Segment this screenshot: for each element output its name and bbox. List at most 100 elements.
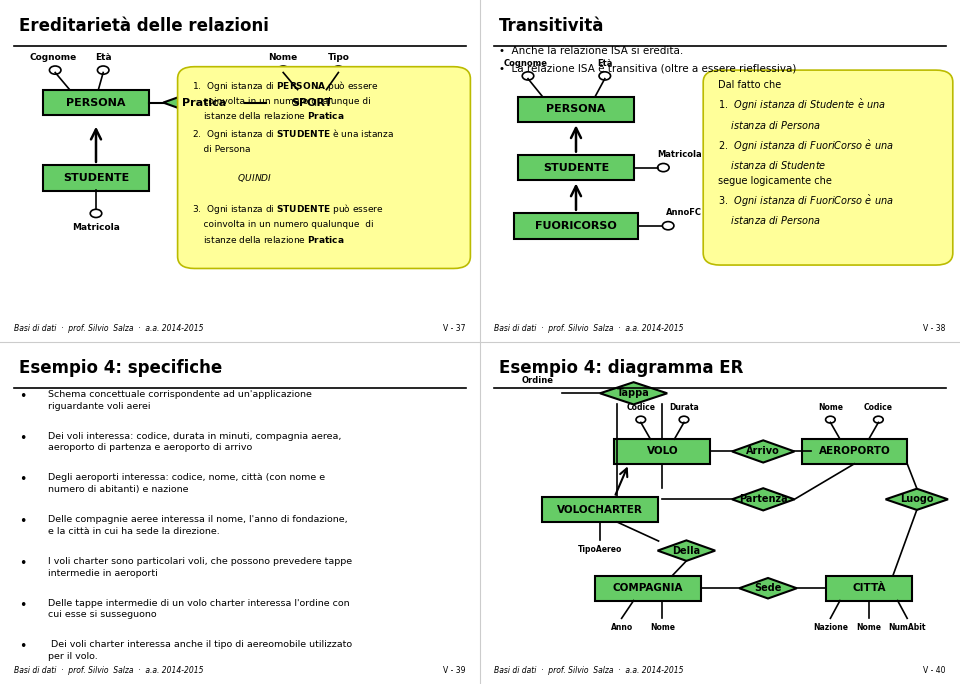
- FancyBboxPatch shape: [802, 439, 907, 464]
- Text: Matricola: Matricola: [657, 150, 702, 159]
- Text: Della: Della: [672, 546, 701, 555]
- Text: Durata: Durata: [669, 403, 699, 412]
- Text: Matricola: Matricola: [72, 223, 120, 232]
- Text: Degli aeroporti interessa: codice, nome, città (con nome e
numero di abitanti) e: Degli aeroporti interessa: codice, nome,…: [48, 473, 325, 494]
- Text: Nome: Nome: [856, 623, 881, 632]
- Text: Esempio 4: specifiche: Esempio 4: specifiche: [19, 359, 223, 377]
- Text: Luogo: Luogo: [900, 495, 933, 504]
- FancyBboxPatch shape: [43, 90, 149, 116]
- Text: •  Anche la relazione ISA si eredita.: • Anche la relazione ISA si eredita.: [499, 47, 684, 56]
- Text: Età: Età: [95, 53, 111, 62]
- Text: Delle compagnie aeree interessa il nome, l'anno di fondazione,
e la città in cui: Delle compagnie aeree interessa il nome,…: [48, 515, 348, 536]
- FancyBboxPatch shape: [178, 66, 470, 268]
- Text: Esempio 4: diagramma ER: Esempio 4: diagramma ER: [499, 359, 744, 377]
- FancyBboxPatch shape: [518, 96, 634, 122]
- Text: Dal fatto che
1.  $\mathit{Ogni\ istanza\ di\ Studente\ \grave{e}\ una}$
    $\m: Dal fatto che 1. $\mathit{Ogni\ istanza\…: [718, 80, 894, 226]
- Text: •: •: [19, 432, 27, 445]
- Text: Basi di dati  ·  prof. Silvio  Salza  ·  a.a. 2014-2015: Basi di dati · prof. Silvio Salza · a.a.…: [494, 666, 684, 676]
- Text: •: •: [19, 557, 27, 570]
- Text: Schema concettuale corrispondente ad un'applicazione
riguardante voli aerei: Schema concettuale corrispondente ad un'…: [48, 390, 312, 410]
- Text: Anno: Anno: [611, 623, 633, 632]
- Polygon shape: [600, 382, 667, 404]
- FancyBboxPatch shape: [266, 90, 357, 116]
- FancyBboxPatch shape: [703, 70, 952, 265]
- Text: COMPAGNIA: COMPAGNIA: [612, 583, 684, 593]
- Circle shape: [636, 416, 645, 423]
- Text: Basi di dati  ·  prof. Silvio  Salza  ·  a.a. 2014-2015: Basi di dati · prof. Silvio Salza · a.a.…: [14, 666, 204, 676]
- Text: Arrivo: Arrivo: [746, 447, 780, 456]
- Text: V - 37: V - 37: [444, 324, 466, 334]
- Circle shape: [90, 209, 102, 218]
- Text: •: •: [19, 640, 27, 653]
- Text: STUDENTE: STUDENTE: [62, 173, 130, 183]
- Polygon shape: [885, 488, 948, 510]
- Circle shape: [277, 66, 289, 74]
- Text: Nome: Nome: [650, 623, 675, 632]
- FancyBboxPatch shape: [614, 439, 710, 464]
- Polygon shape: [658, 540, 715, 561]
- Polygon shape: [732, 488, 795, 510]
- Text: Pratica: Pratica: [181, 98, 227, 107]
- Circle shape: [826, 416, 835, 423]
- Text: SPORT: SPORT: [292, 98, 332, 107]
- FancyBboxPatch shape: [826, 576, 912, 601]
- Text: Tipo: Tipo: [327, 53, 349, 62]
- FancyBboxPatch shape: [542, 497, 658, 522]
- Text: V - 40: V - 40: [924, 666, 946, 676]
- Polygon shape: [739, 578, 797, 598]
- Circle shape: [680, 416, 688, 423]
- Text: Nome: Nome: [818, 403, 843, 412]
- Text: V - 38: V - 38: [924, 324, 946, 334]
- Text: Cognome: Cognome: [504, 59, 547, 68]
- Text: Partenza: Partenza: [739, 495, 787, 504]
- Text: Transitività: Transitività: [499, 17, 605, 35]
- Circle shape: [97, 66, 108, 74]
- Text: Delle tappe intermedie di un volo charter interessa l'ordine con
cui esse si sus: Delle tappe intermedie di un volo charte…: [48, 598, 349, 619]
- Text: CITTÀ: CITTÀ: [852, 583, 885, 593]
- Circle shape: [50, 66, 60, 74]
- Circle shape: [599, 72, 611, 80]
- Text: Età: Età: [597, 59, 612, 68]
- FancyBboxPatch shape: [518, 155, 634, 181]
- Text: Ereditarietà delle relazioni: Ereditarietà delle relazioni: [19, 17, 269, 35]
- Text: •: •: [19, 473, 27, 486]
- Text: Cognome: Cognome: [29, 53, 77, 62]
- Text: TipoAereo: TipoAereo: [578, 546, 622, 555]
- Text: Nazione: Nazione: [813, 623, 848, 632]
- Text: PERSONA: PERSONA: [546, 105, 606, 114]
- FancyBboxPatch shape: [595, 576, 701, 601]
- Text: FUORICORSO: FUORICORSO: [535, 221, 617, 231]
- Text: NumAbit: NumAbit: [888, 623, 926, 632]
- Text: Dei voli interessa: codice, durata in minuti, compagnia aerea,
aeroporto di part: Dei voli interessa: codice, durata in mi…: [48, 432, 342, 452]
- Text: •  La relazione ISA è transitiva (oltre a essere rieflessiva): • La relazione ISA è transitiva (oltre a…: [499, 65, 797, 75]
- Text: Basi di dati  ·  prof. Silvio  Salza  ·  a.a. 2014-2015: Basi di dati · prof. Silvio Salza · a.a.…: [494, 324, 684, 334]
- Text: Codice: Codice: [864, 403, 893, 412]
- Text: 1.  Ogni istanza di $\mathbf{PERSONA}$ può essere
    coinvolta in un numero qua: 1. Ogni istanza di $\mathbf{PERSONA}$ pu…: [192, 79, 395, 245]
- Text: •: •: [19, 598, 27, 611]
- FancyBboxPatch shape: [43, 165, 149, 191]
- Circle shape: [522, 72, 534, 80]
- Text: Tappa: Tappa: [617, 389, 650, 398]
- Text: Codice: Codice: [626, 403, 656, 412]
- Text: AnnoFC: AnnoFC: [666, 208, 702, 218]
- Circle shape: [332, 66, 344, 74]
- FancyBboxPatch shape: [514, 213, 638, 239]
- Circle shape: [658, 163, 669, 172]
- Polygon shape: [732, 440, 795, 462]
- Text: Ordine: Ordine: [521, 376, 554, 384]
- Text: Sede: Sede: [755, 583, 781, 593]
- Circle shape: [662, 222, 674, 230]
- Text: VOLO: VOLO: [647, 447, 678, 456]
- Text: •: •: [19, 515, 27, 528]
- Circle shape: [874, 416, 883, 423]
- Text: VOLOCHARTER: VOLOCHARTER: [557, 505, 643, 514]
- Text: Dei voli charter interessa anche il tipo di aereomobile utilizzato
per il volo.: Dei voli charter interessa anche il tipo…: [48, 640, 352, 661]
- Text: PERSONA: PERSONA: [66, 98, 126, 107]
- Text: Basi di dati  ·  prof. Silvio  Salza  ·  a.a. 2014-2015: Basi di dati · prof. Silvio Salza · a.a.…: [14, 324, 204, 334]
- Text: I voli charter sono particolari voli, che possono prevedere tappe
intermedie in : I voli charter sono particolari voli, ch…: [48, 557, 352, 577]
- Polygon shape: [163, 88, 245, 117]
- Text: Nome: Nome: [269, 53, 298, 62]
- Text: AEROPORTO: AEROPORTO: [819, 447, 890, 456]
- Text: •: •: [19, 390, 27, 403]
- Text: STUDENTE: STUDENTE: [542, 163, 610, 172]
